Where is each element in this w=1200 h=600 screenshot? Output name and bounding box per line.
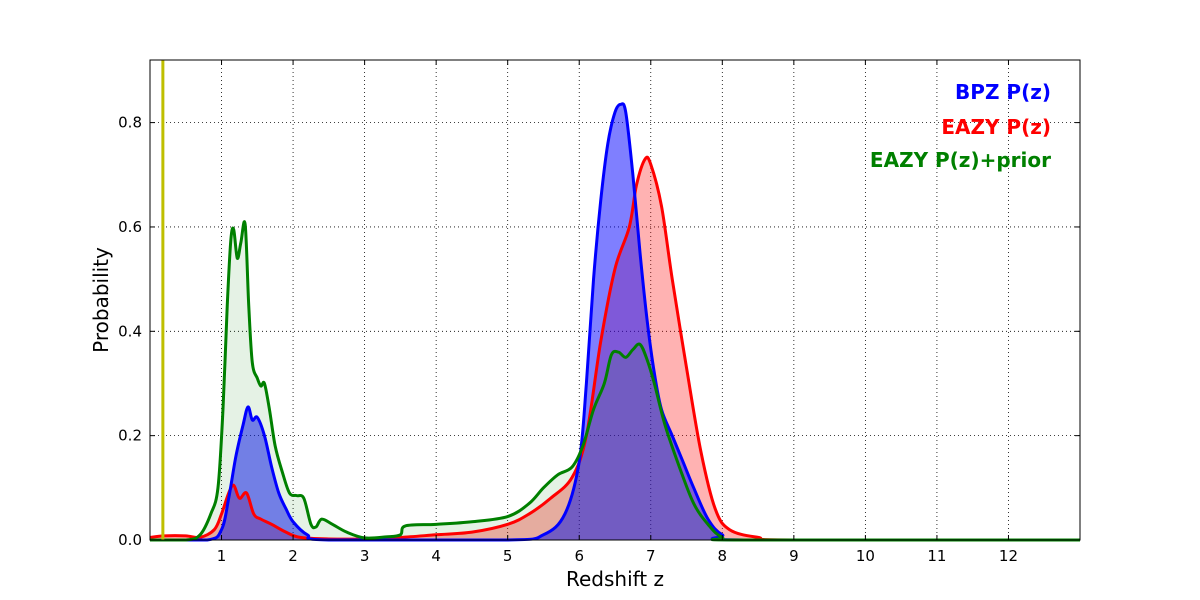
x-tick-label: 4 (431, 547, 441, 565)
x-tick-label: 8 (718, 547, 728, 565)
x-tick-label: 11 (927, 547, 946, 565)
y-tick-label: 0.6 (118, 218, 142, 236)
x-tick-label: 5 (503, 547, 513, 565)
legend-entry-bpz: BPZ P(z) (955, 80, 1051, 104)
series-fills (150, 103, 1080, 540)
plot-frame (149, 59, 1081, 541)
x-tick-label: 3 (360, 547, 370, 565)
x-tick-label: 7 (646, 547, 656, 565)
series-line-0 (150, 102, 1080, 542)
x-tick-label: 6 (574, 547, 584, 565)
y-tick-label: 0.8 (118, 114, 142, 132)
x-tick-label: 2 (288, 547, 298, 565)
x-tick-label: 12 (999, 547, 1018, 565)
legend-entry-eazy-prior: EAZY P(z)+prior (870, 148, 1051, 172)
x-axis-label: Redshift z (566, 567, 664, 591)
y-axis-label: Probability (89, 247, 113, 353)
y-tick-label: 0.2 (118, 427, 142, 445)
x-tick-label: 1 (217, 547, 227, 565)
legend: BPZ P(z) EAZY P(z) EAZY P(z)+prior (870, 80, 1051, 172)
axis-ticks (150, 60, 1080, 541)
series-fill-2 (150, 221, 1080, 540)
y-tick-label: 0.0 (118, 531, 142, 549)
legend-entry-eazy: EAZY P(z) (941, 115, 1051, 139)
series-line-1 (149, 155, 1080, 542)
tick-labels: 1 2 3 4 5 6 7 8 9 10 11 120.00.20.40.60.8 (118, 114, 1018, 565)
series-fill-0 (150, 103, 1080, 540)
x-tick-label: 10 (856, 547, 875, 565)
x-tick-label: 9 (789, 547, 799, 565)
y-tick-label: 0.4 (118, 322, 142, 340)
